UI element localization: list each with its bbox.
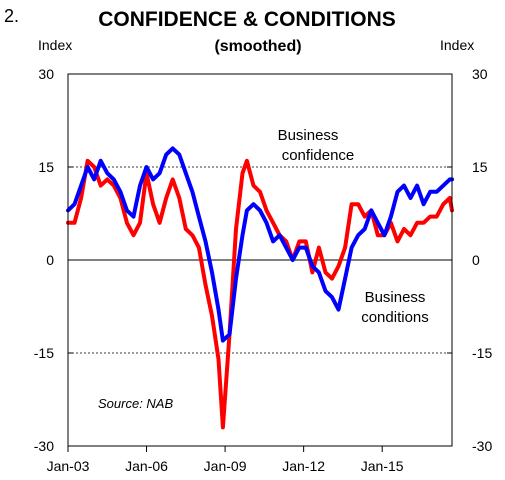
y-tick-label-left: 15 — [38, 159, 54, 175]
x-tick-label: Jan-06 — [125, 458, 168, 474]
y-tick-label-right: 0 — [472, 252, 480, 268]
series-line-1 — [66, 146, 454, 343]
y-tick-label-left: 30 — [38, 66, 54, 82]
figure-number: 2. — [4, 6, 19, 26]
chart-subtitle: (smoothed) — [214, 38, 301, 55]
series-line-0 — [66, 158, 454, 430]
left-axis-label: Index — [38, 37, 72, 53]
y-tick-label-left: 0 — [46, 252, 54, 268]
chart-title: CONFIDENCE & CONDITIONS — [98, 8, 396, 31]
x-tick-label: Jan-09 — [204, 458, 247, 474]
conditions-label-line1: Business — [365, 289, 426, 306]
confidence-label-line2: confidence — [282, 147, 355, 164]
x-tick-label: Jan-15 — [361, 458, 404, 474]
x-tick-label: Jan-12 — [282, 458, 325, 474]
y-tick-label-left: -15 — [34, 345, 54, 361]
y-tick-label-right: -15 — [472, 345, 492, 361]
conditions-label-line2: conditions — [361, 309, 429, 326]
y-tick-label-right: 30 — [472, 66, 488, 82]
source-note: Source: NAB — [98, 396, 173, 411]
y-tick-label-left: -30 — [34, 438, 54, 454]
gridlines — [68, 166, 452, 354]
right-axis-label: Index — [440, 37, 474, 53]
x-tick-label: Jan-03 — [47, 458, 90, 474]
confidence-label-line1: Business — [278, 127, 339, 144]
y-tick-label-right: 15 — [472, 159, 488, 175]
series-lines — [66, 146, 454, 430]
y-tick-label-right: -30 — [472, 438, 492, 454]
axis-ticks: 30 30 15 15 0 0 -15 -15 -30 -30 Jan-03 Jan-06 Jan-09… — [34, 66, 493, 474]
